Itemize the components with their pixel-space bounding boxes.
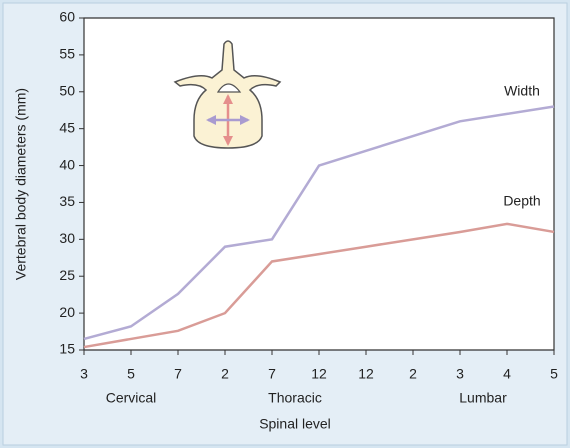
x-tick-label: 3 [80,366,88,382]
y-tick-label: 60 [59,9,75,25]
y-axis-title: Vertebral body diameters (mm) [13,88,29,280]
y-tick-label: 20 [59,304,75,320]
x-tick-label: 2 [221,366,229,382]
x-tick-label: 12 [311,366,327,382]
x-tick-label: 2 [409,366,417,382]
y-tick-label: 40 [59,156,75,172]
y-tick-label: 35 [59,193,75,209]
series-line [83,222,555,349]
series-line [83,105,555,341]
x-tick-label: 5 [127,366,135,382]
plot-area [84,18,554,350]
y-tick-label: 30 [59,230,75,246]
x-tick-label: 4 [503,366,511,382]
y-tick-label: 50 [59,82,75,98]
y-tick-label: 55 [59,46,75,62]
x-tick-label: 7 [268,366,276,382]
x-tick-label: 12 [358,366,374,382]
y-tick-label: 25 [59,267,75,283]
x-group-label: Cervical [106,390,157,406]
x-tick-label: 5 [550,366,558,382]
y-tick-label: 45 [59,119,75,135]
x-tick-label: 3 [456,366,464,382]
x-tick-label: 7 [174,366,182,382]
series-label: Depth [503,193,540,209]
x-group-label: Thoracic [268,390,322,406]
spine-icon [173,40,282,149]
x-axis-title: Spinal level [259,416,331,432]
y-tick-label: 15 [59,341,75,357]
x-group-label: Lumbar [459,390,507,406]
series-label: Width [504,83,540,99]
